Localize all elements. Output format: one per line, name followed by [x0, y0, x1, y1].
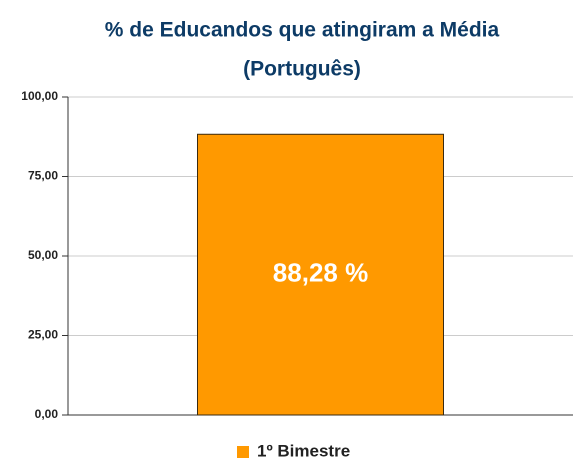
data-label: 88,28 % — [273, 258, 368, 288]
legend-label: 1º Bimestre — [257, 441, 350, 459]
chart-title: (Português) — [243, 58, 361, 81]
y-tick-label: 100,00 — [21, 89, 58, 103]
y-tick-label: 50,00 — [28, 248, 58, 262]
y-tick-label: 75,00 — [28, 169, 58, 183]
y-tick-label: 25,00 — [28, 328, 58, 342]
bar — [197, 133, 444, 416]
legend-swatch — [237, 446, 249, 458]
y-tick-label: 0,00 — [35, 407, 59, 421]
chart-title: % de Educandos que atingiram a Média — [105, 19, 500, 42]
